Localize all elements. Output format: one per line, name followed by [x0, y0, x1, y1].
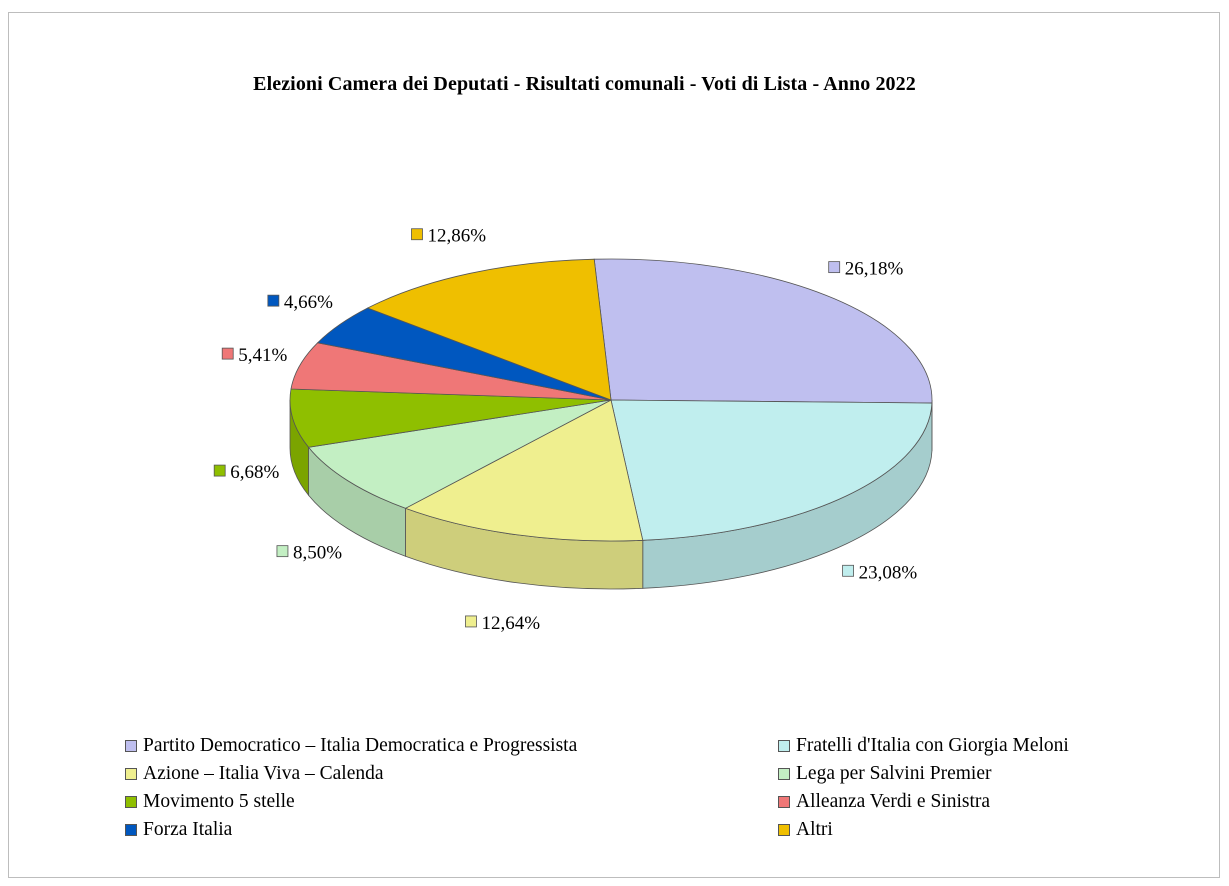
- legend-label: Alleanza Verdi e Sinistra: [796, 791, 991, 812]
- data-label-swatch-2: [465, 615, 477, 628]
- data-label-2: 12,64%: [481, 613, 540, 634]
- data-label-7: 12,86%: [427, 226, 486, 247]
- data-label-0: 26,18%: [845, 259, 904, 280]
- legend-label: Forza Italia: [143, 819, 233, 840]
- data-labels: 26,18% 23,08% 12,64% 8,50% 6,68% 5,41% 4,66% 12…: [213, 226, 918, 634]
- legend-left-column: Partito Democratico – Italia Democratica…: [125, 732, 577, 844]
- legend-item: Lega per Salvini Premier: [778, 760, 1069, 788]
- legend-swatch: [778, 740, 790, 752]
- data-label-swatch-4: [213, 464, 226, 477]
- legend-swatch: [125, 740, 137, 752]
- legend-swatch: [778, 768, 790, 780]
- pie-slice-2: [404, 399, 644, 542]
- data-label-3: 8,50%: [293, 543, 342, 564]
- legend-swatch: [778, 796, 790, 808]
- chart-title: Elezioni Camera dei Deputati - Risultati…: [253, 73, 916, 95]
- legend-label: Partito Democratico – Italia Democratica…: [143, 735, 578, 756]
- legend-swatch: [778, 824, 790, 836]
- legend-item: Fratelli d'Italia con Giorgia Meloni: [778, 732, 1069, 760]
- data-label-1: 23,08%: [859, 562, 918, 583]
- legend-right-column: Fratelli d'Italia con Giorgia Meloni Lega…: [778, 732, 1069, 844]
- pie-slices: [289, 258, 933, 542]
- legend-label: Altri: [796, 819, 833, 840]
- legend-swatch: [125, 768, 137, 780]
- legend-item: Forza Italia: [125, 816, 577, 844]
- legend-swatch: [125, 824, 137, 836]
- pie-slice-4: [289, 388, 612, 448]
- legend-swatch: [125, 796, 137, 808]
- data-label-swatch-7: [411, 228, 423, 241]
- data-label-swatch-6: [267, 294, 280, 307]
- data-label-4: 6,68%: [230, 462, 279, 483]
- pie-slice-7: [366, 258, 612, 401]
- data-label-5: 5,41%: [238, 345, 287, 366]
- data-label-swatch-1: [842, 564, 854, 577]
- pie-sides: [289, 399, 933, 590]
- data-label-swatch-0: [828, 261, 841, 274]
- pie-slice-3: [307, 399, 612, 509]
- legend-item: Azione – Italia Viva – Calenda: [125, 760, 577, 788]
- legend-item: Movimento 5 stelle: [125, 788, 577, 816]
- legend-label: Azione – Italia Viva – Calenda: [143, 763, 384, 784]
- pie-slice-1: [610, 399, 933, 541]
- legend-item: Alleanza Verdi e Sinistra: [778, 788, 1069, 816]
- legend-label: Movimento 5 stelle: [143, 791, 295, 812]
- pie-slice-0: [593, 258, 933, 404]
- legend-item: Partito Democratico – Italia Democratica…: [125, 732, 577, 760]
- legend-item: Altri: [778, 816, 1069, 844]
- legend-label: Lega per Salvini Premier: [796, 763, 992, 784]
- data-label-swatch-3: [276, 545, 289, 558]
- data-label-6: 4,66%: [284, 292, 333, 313]
- data-label-swatch-5: [221, 347, 234, 360]
- legend-label: Fratelli d'Italia con Giorgia Meloni: [796, 735, 1069, 756]
